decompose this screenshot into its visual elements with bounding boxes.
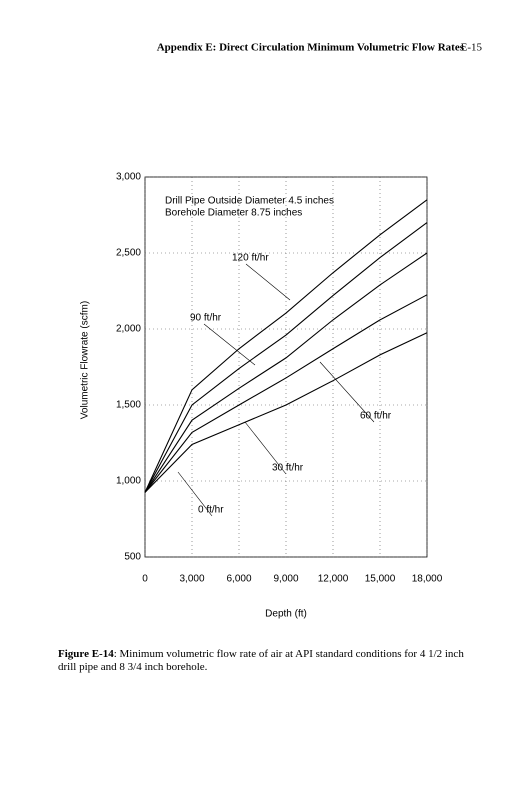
series-line bbox=[144, 199, 428, 493]
y-tick-label: 1,500 bbox=[116, 400, 141, 411]
leader-line bbox=[244, 421, 287, 475]
annotation: Borehole Diameter 8.75 inches bbox=[165, 208, 302, 219]
header-page: E-15 bbox=[461, 42, 483, 54]
y-tick-label: 2,500 bbox=[116, 248, 141, 259]
series-label: 60 ft/hr bbox=[360, 411, 392, 422]
series-label: 30 ft/hr bbox=[272, 463, 304, 474]
x-tick-label: 6,000 bbox=[226, 574, 251, 585]
leader-line bbox=[203, 323, 256, 366]
caption: Figure E-14: Minimum volumetric flow rat… bbox=[58, 648, 478, 674]
caption-text: Figure E-14: Minimum volumetric flow rat… bbox=[58, 648, 478, 674]
series-label: 0 ft/hr bbox=[198, 505, 224, 516]
y-axis-label: Volumetric Flowrate (scfm) bbox=[80, 301, 91, 419]
leader-line bbox=[245, 263, 291, 301]
leader-line bbox=[319, 361, 375, 423]
y-tick-label: 2,000 bbox=[116, 324, 141, 335]
x-tick-label: 9,000 bbox=[273, 574, 298, 585]
x-tick-label: 3,000 bbox=[179, 574, 204, 585]
annotation: Drill Pipe Outside Diameter 4.5 inches bbox=[165, 196, 334, 207]
leader-line bbox=[177, 471, 213, 517]
x-tick-label: 0 bbox=[142, 574, 148, 585]
x-axis-label: Depth (ft) bbox=[265, 609, 307, 620]
series-line bbox=[144, 332, 428, 493]
caption-body: : Minimum volumetric flow rate of air at… bbox=[58, 648, 464, 673]
y-tick-label: 500 bbox=[124, 552, 141, 563]
series-line bbox=[144, 222, 428, 493]
y-tick-label: 3,000 bbox=[116, 172, 141, 183]
x-tick-label: 15,000 bbox=[365, 574, 396, 585]
x-tick-label: 18,000 bbox=[412, 574, 443, 585]
y-tick-label: 1,000 bbox=[116, 476, 141, 487]
header-title: Appendix E: Direct Circulation Minimum V… bbox=[157, 42, 465, 54]
series-label: 120 ft/hr bbox=[232, 253, 269, 264]
series-line bbox=[144, 294, 428, 493]
x-tick-label: 12,000 bbox=[318, 574, 349, 585]
caption-label: Figure E-14 bbox=[58, 648, 114, 660]
series-line bbox=[144, 252, 428, 493]
series-label: 90 ft/hr bbox=[190, 313, 222, 324]
